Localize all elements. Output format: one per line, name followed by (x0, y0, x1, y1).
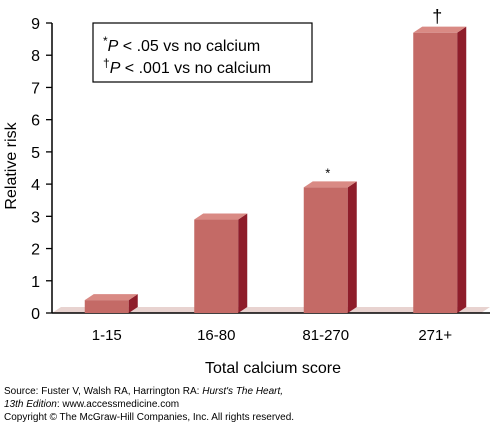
bar-side (128, 294, 138, 313)
bar (413, 32, 458, 314)
y-axis-label: Relative risk (3, 121, 20, 209)
source-book-title: Hurst's The Heart, (202, 386, 284, 397)
bar-annotations: *† (325, 7, 442, 181)
source-line-2: 13th Edition: www.accessmedicine.com (4, 399, 179, 410)
source-url: : www.accessmedicine.com (56, 399, 180, 410)
copyright-line: Copyright © The McGraw-Hill Companies, I… (4, 412, 295, 423)
y-tick-label: 2 (31, 242, 40, 259)
legend-p: P (110, 60, 121, 77)
bar-side (238, 213, 248, 313)
y-tick-label: 4 (31, 177, 40, 194)
bar-top (413, 26, 467, 33)
x-tick-label: 271+ (418, 327, 452, 344)
bars (84, 26, 467, 314)
y-axis-ticks: 0 1 2 3 4 5 6 7 8 9 (31, 16, 52, 323)
x-tick-label: 16-80 (197, 327, 235, 344)
legend-mark: * (103, 34, 108, 48)
y-tick-label: 1 (31, 274, 40, 291)
bar-side (457, 26, 467, 314)
y-tick-label: 8 (31, 48, 40, 65)
y-tick-label: 3 (31, 209, 40, 226)
x-tick-label: 1-15 (92, 327, 122, 344)
legend-entry: †P < .001 vs no calcium (103, 56, 271, 77)
legend-box (92, 22, 313, 83)
legend-text: < .05 vs no calcium (118, 38, 260, 55)
legend-entry: *P < .05 vs no calcium (103, 34, 260, 55)
bar (194, 219, 239, 313)
chart-floor (52, 307, 490, 313)
bar-top (194, 213, 248, 220)
source-line-1: Source: Fuster V, Walsh RA, Harrington R… (4, 386, 283, 397)
source-prefix: Source: Fuster V, Walsh RA, Harrington R… (4, 386, 203, 397)
legend-p: P (108, 38, 119, 55)
legend-text: < .001 vs no calcium (120, 60, 271, 77)
significance-legend: *P < .05 vs no calcium†P < .001 vs no ca… (92, 22, 313, 83)
x-axis-tick-labels: 1-15 16-80 81-270 271+ (92, 327, 453, 344)
bar-top (303, 181, 357, 188)
x-tick-label: 81-270 (302, 327, 349, 344)
y-tick-label: 7 (31, 80, 40, 97)
bar-side (347, 181, 357, 313)
floor-plane (52, 307, 490, 313)
source-edition: 13th Edition (4, 399, 57, 410)
bar-top (84, 294, 138, 301)
y-tick-label: 0 (31, 306, 40, 323)
x-axis-label: Total calcium score (205, 360, 341, 377)
y-tick-label: 6 (31, 113, 40, 130)
legend-mark: † (103, 56, 110, 70)
bar-significance-mark: † (432, 7, 442, 27)
y-tick-label: 9 (31, 16, 40, 33)
bar (84, 300, 129, 313)
bar (303, 187, 348, 313)
bar-significance-mark: * (325, 165, 330, 180)
y-tick-label: 5 (31, 145, 40, 162)
